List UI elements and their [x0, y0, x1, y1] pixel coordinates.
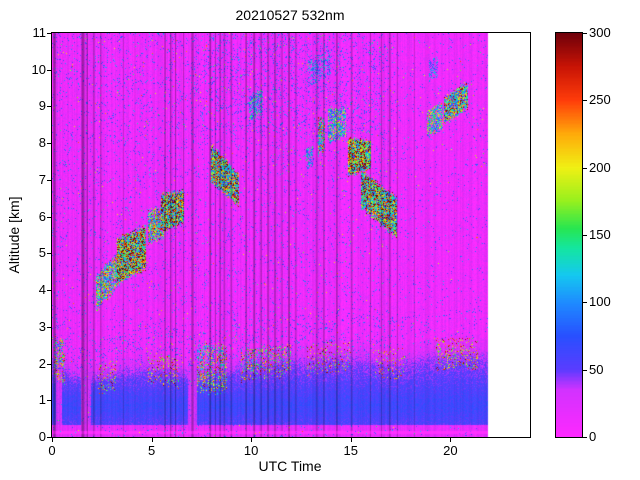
colorbar-canvas [556, 33, 582, 437]
colorbar-tick-label: 150 [589, 227, 611, 242]
colorbar-tick-mark [583, 302, 587, 304]
y-tick-label: 8 [38, 135, 46, 151]
y-tick-mark [47, 33, 51, 34]
x-tick-mark [52, 438, 53, 442]
x-tick-mark [151, 438, 153, 442]
colorbar-tick-mark [583, 235, 587, 236]
x-tick-label: 15 [343, 443, 358, 458]
y-tick-label: 4 [38, 282, 46, 298]
y-tick-label: 10 [31, 61, 46, 77]
colorbar-tick-mark [583, 100, 587, 102]
y-tick-label: 11 [32, 25, 47, 40]
y-tick-label: 7 [38, 171, 46, 187]
colorbar-tick-mark [583, 167, 587, 169]
y-tick-mark [47, 69, 51, 71]
colorbar-tick-label: 250 [589, 92, 611, 108]
x-tick-label: 20 [443, 443, 458, 458]
colorbar-tick-label: 300 [589, 25, 611, 40]
y-tick-label: 5 [38, 245, 46, 261]
colorbar [555, 32, 583, 438]
y-tick-label: 0 [38, 429, 46, 444]
y-tick-mark [47, 400, 51, 402]
colorbar-tick-mark [583, 437, 587, 438]
y-tick-label: 1 [38, 392, 46, 408]
colorbar-tick-label: 50 [589, 361, 604, 377]
y-tick-mark [47, 363, 51, 365]
y-tick-label: 3 [38, 318, 46, 334]
y-tick-mark [47, 326, 51, 328]
plot-area [51, 32, 531, 438]
heatmap-canvas [52, 33, 530, 437]
y-tick-mark [47, 216, 51, 218]
x-tick-mark [350, 438, 352, 442]
x-tick-mark [450, 438, 452, 442]
colorbar-tick-mark [583, 369, 587, 371]
x-tick-label: 5 [147, 443, 156, 458]
y-tick-mark [47, 179, 51, 181]
x-tick-mark [251, 438, 253, 442]
y-tick-mark [47, 106, 51, 108]
x-axis-label: UTC Time [258, 458, 322, 474]
x-tick-label: 10 [243, 443, 259, 458]
y-tick-mark [47, 437, 51, 438]
colorbar-tick-label: 100 [589, 294, 611, 310]
y-tick-mark [47, 290, 51, 292]
colorbar-tick-label: 0 [589, 429, 597, 444]
y-tick-mark [47, 253, 51, 255]
x-tick-label: 0 [48, 443, 56, 458]
y-tick-label: 2 [38, 355, 46, 371]
chart-title: 20210527 532nm [235, 7, 345, 23]
colorbar-tick-mark [583, 33, 587, 34]
colorbar-tick-label: 200 [589, 159, 611, 175]
y-tick-label: 9 [38, 98, 46, 114]
y-tick-mark [47, 143, 51, 145]
y-tick-label: 6 [38, 208, 46, 224]
